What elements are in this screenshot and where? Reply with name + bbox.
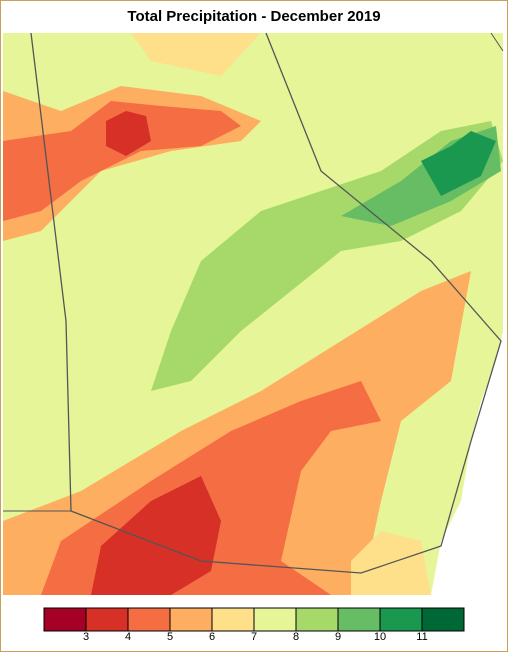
legend-swatch (337, 607, 381, 632)
legend-swatch (295, 607, 339, 632)
map-body (3, 32, 504, 595)
legend-label: 6 (209, 631, 215, 643)
zone (421, 131, 496, 196)
map-title: Total Precipitation - December 2019 (127, 8, 380, 25)
zone (106, 111, 151, 156)
legend-label: 5 (167, 631, 173, 643)
zone (3, 33, 261, 76)
legend-label: 9 (335, 631, 341, 643)
legend-swatch (379, 607, 423, 632)
legend-swatch (85, 607, 129, 632)
zone (3, 101, 241, 221)
legend-label: 7 (251, 631, 257, 643)
legend-swatch (421, 607, 465, 632)
legend-swatch (253, 607, 297, 632)
legend-swatch (43, 607, 87, 632)
ocean (431, 331, 503, 595)
zone (91, 476, 221, 595)
legend-swatch (169, 607, 213, 632)
legend-swatch (211, 607, 255, 632)
legend: 3 4 5 6 7 8 9 10 11 (43, 607, 465, 643)
legend-label: 8 (293, 631, 299, 643)
legend-swatch (127, 607, 171, 632)
legend-label: 10 (374, 631, 386, 643)
legend-label: 11 (416, 631, 427, 643)
legend-label: 4 (125, 631, 131, 643)
state-border (490, 32, 504, 52)
state-border (30, 32, 502, 574)
legend-label: 3 (83, 631, 89, 643)
